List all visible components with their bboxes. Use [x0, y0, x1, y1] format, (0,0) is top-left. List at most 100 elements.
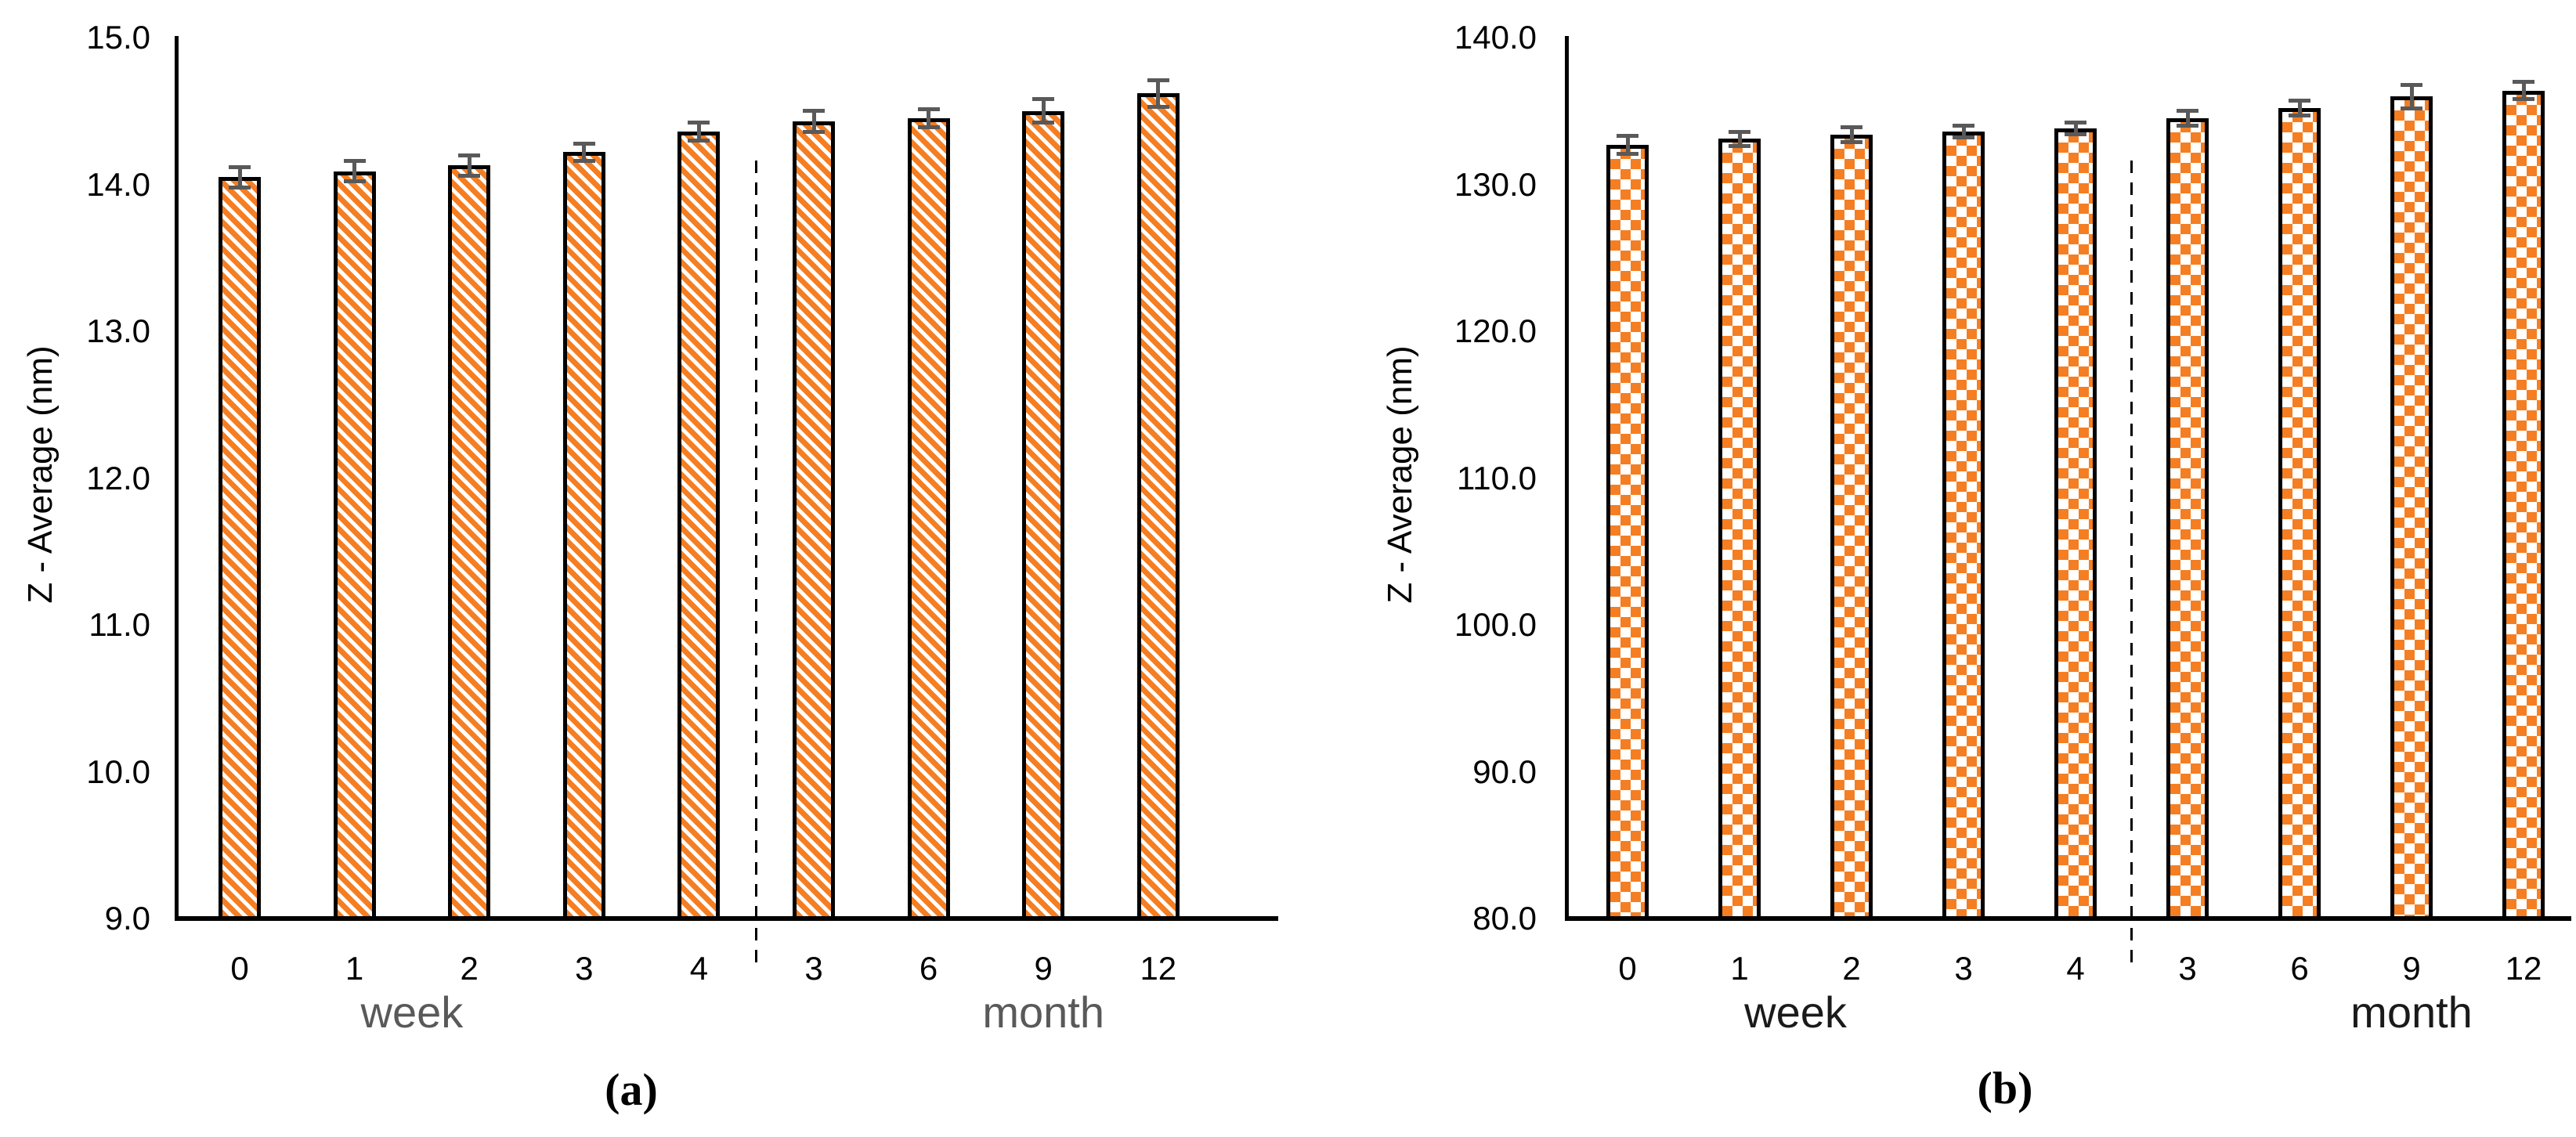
y-tick-label: 13.0 — [86, 312, 150, 349]
error-bar-line — [2073, 122, 2078, 135]
error-bar-line — [1625, 135, 1630, 154]
bar — [677, 132, 721, 921]
error-bar-cap-top — [458, 153, 481, 157]
y-tick-label: 90.0 — [1472, 753, 1537, 790]
error-bar-cap-top — [1147, 78, 1169, 82]
x-tick-label: 1 — [1730, 950, 1749, 987]
x-tick-label: 9 — [1034, 950, 1053, 987]
error-bar-cap-bottom — [803, 129, 825, 134]
error-bar-cap-top — [2065, 121, 2086, 125]
bar — [2390, 96, 2433, 921]
error-bar-line — [2409, 85, 2414, 108]
y-tick-label: 120.0 — [1454, 312, 1537, 349]
x-tick-label: 3 — [575, 950, 594, 987]
error-bar-cap-top — [1953, 124, 1974, 128]
y-tick-label: 140.0 — [1454, 19, 1537, 56]
y-tick-label: 110.0 — [1457, 459, 1537, 496]
error-bar-line — [2297, 100, 2302, 116]
error-bar-cap-bottom — [1953, 135, 1974, 139]
error-bar-cap-top — [2401, 82, 2422, 87]
bar — [2502, 90, 2545, 921]
x-tick-label: 2 — [460, 950, 479, 987]
x-tick-label: 4 — [2066, 950, 2085, 987]
x-tick-label: 12 — [2505, 950, 2542, 987]
y-tick-label: 15.0 — [86, 19, 150, 56]
error-bar-cap-bottom — [1617, 151, 1638, 156]
error-bar-cap-top — [573, 141, 595, 146]
error-bar-cap-top — [688, 121, 710, 125]
error-bar-cap-top — [917, 107, 940, 112]
error-bar-line — [237, 167, 242, 188]
error-bar-cap-bottom — [2289, 113, 2310, 117]
error-bar-cap-bottom — [2401, 106, 2422, 110]
error-bar-cap-bottom — [1729, 144, 1750, 149]
error-bar-cap-top — [229, 164, 251, 169]
error-bar-cap-bottom — [343, 179, 366, 184]
week-month-separator-line — [755, 161, 758, 971]
error-bar-cap-top — [1841, 125, 1862, 129]
x-axis-group-label-month: month — [2350, 987, 2473, 1037]
x-tick-label: 0 — [1618, 950, 1637, 987]
error-bar-line — [1737, 132, 1742, 146]
bar — [1942, 132, 1985, 921]
x-tick-label: 12 — [1140, 950, 1177, 987]
error-bar-cap-bottom — [573, 159, 595, 163]
error-bar-line — [2185, 110, 2190, 126]
error-bar-cap-bottom — [1841, 139, 1862, 144]
error-bar-cap-bottom — [917, 125, 940, 129]
x-axis-line — [175, 916, 1278, 921]
error-bar-line — [582, 143, 587, 161]
error-bar-line — [1041, 99, 1046, 123]
error-bar-line — [467, 155, 471, 176]
error-bar-line — [352, 161, 357, 182]
error-bar-cap-top — [1729, 129, 1750, 134]
error-bar-cap-top — [803, 109, 825, 114]
x-tick-label: 6 — [919, 950, 938, 987]
y-tick-label: 14.0 — [86, 165, 150, 203]
bar — [2278, 108, 2321, 921]
y-axis-line — [175, 36, 179, 921]
error-bar-cap-bottom — [2065, 132, 2086, 137]
x-tick-label: 4 — [689, 950, 709, 987]
x-tick-label: 3 — [1954, 950, 1973, 987]
x-axis-group-label-month: month — [982, 987, 1104, 1037]
x-tick-label: 6 — [2290, 950, 2309, 987]
error-bar-cap-bottom — [1147, 104, 1169, 109]
bar — [2166, 118, 2209, 921]
x-axis-group-label-week: week — [1744, 987, 1847, 1037]
bar — [1136, 93, 1180, 921]
y-tick-label: 12.0 — [86, 459, 150, 496]
x-axis-group-label-week: week — [360, 987, 464, 1037]
bar — [562, 152, 605, 921]
error-bar-cap-top — [2289, 99, 2310, 103]
panel-caption: (b) — [1977, 1063, 2033, 1114]
x-tick-label: 0 — [230, 950, 249, 987]
error-bar-cap-top — [343, 159, 366, 163]
bar — [907, 118, 950, 921]
error-bar-cap-bottom — [2177, 124, 2198, 128]
bar — [793, 121, 835, 921]
x-axis-line — [1565, 916, 2571, 921]
error-bar-cap-bottom — [229, 185, 251, 190]
x-tick-label: 9 — [2402, 950, 2421, 987]
y-tick-label: 9.0 — [104, 900, 150, 937]
error-bar-cap-top — [2177, 109, 2198, 114]
error-bar-line — [1849, 127, 1854, 143]
bar — [1830, 134, 1873, 921]
y-tick-label: 10.0 — [86, 753, 150, 790]
y-tick-label: 100.0 — [1454, 606, 1537, 643]
error-bar-line — [811, 110, 816, 132]
bar — [1022, 110, 1065, 921]
x-tick-label: 2 — [1842, 950, 1861, 987]
y-tick-label: 80.0 — [1472, 900, 1537, 937]
bar — [448, 165, 491, 921]
error-bar-cap-bottom — [688, 138, 710, 143]
bar — [2054, 128, 2097, 921]
x-tick-label: 1 — [345, 950, 364, 987]
error-bar-cap-bottom — [2513, 97, 2534, 102]
y-tick-label: 130.0 — [1454, 165, 1537, 203]
error-bar-line — [2521, 81, 2526, 99]
y-tick-label: 11.0 — [89, 606, 150, 643]
week-month-separator-line — [2130, 161, 2133, 971]
